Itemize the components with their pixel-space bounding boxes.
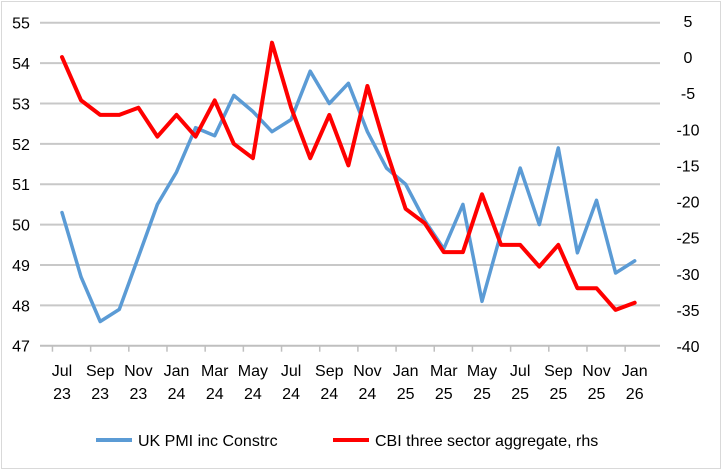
x-axis-month-label: Sep xyxy=(86,363,115,380)
right-axis-tick-label: -30 xyxy=(676,267,699,284)
x-axis-year-label: 25 xyxy=(549,386,567,403)
right-axis-tick-label: -20 xyxy=(676,195,699,212)
x-axis-month-label: Jan xyxy=(393,363,419,380)
x-axis-year-label: 24 xyxy=(359,386,377,403)
left-axis-tick-label: 55 xyxy=(12,16,30,33)
x-axis-year-label: 25 xyxy=(435,386,453,403)
x-axis-month-label: Jul xyxy=(281,363,301,380)
x-axis-year-label: 24 xyxy=(168,386,186,403)
x-axis-month-label: May xyxy=(238,363,268,380)
x-axis-month-label: Mar xyxy=(430,363,458,380)
x-axis-year-label: 24 xyxy=(320,386,338,403)
x-axis-year-label: 25 xyxy=(511,386,529,403)
x-axis-month-label: Jan xyxy=(164,363,190,380)
x-axis-year-label: 25 xyxy=(473,386,491,403)
legend-label: UK PMI inc Constrc xyxy=(138,433,278,450)
pmi-series-line xyxy=(60,69,637,324)
right-axis-tick-label: -40 xyxy=(676,339,699,356)
x-axis-year-label: 25 xyxy=(588,386,606,403)
left-axis-tick-label: 48 xyxy=(12,298,30,315)
x-axis-month-label: Jul xyxy=(510,363,530,380)
left-axis-labels: 55 54 53 52 51 50 49 48 47 xyxy=(12,16,30,356)
right-axis-tick-label: 0 xyxy=(684,50,693,67)
cbi-series-line xyxy=(60,40,637,312)
right-axis-tick-label: -10 xyxy=(676,122,699,139)
gridlines xyxy=(40,21,660,347)
x-axis-month-label: Sep xyxy=(315,363,344,380)
left-axis-tick-label: 53 xyxy=(12,96,30,113)
right-axis-tick-label: -15 xyxy=(676,158,699,175)
x-axis-year-label: 23 xyxy=(53,386,71,403)
left-axis-tick-label: 49 xyxy=(12,258,30,275)
x-axis-year-label: 23 xyxy=(129,386,147,403)
left-axis-tick-label: 47 xyxy=(12,339,30,356)
left-axis-tick-label: 54 xyxy=(12,56,30,73)
x-axis: Jul 23 Sep 23 Nov 23 Jan 24 Mar 24 May 24 Jul 24 Sep 24… xyxy=(51,345,648,403)
x-axis-year-label: 26 xyxy=(626,386,644,403)
right-axis-tick-label: -25 xyxy=(676,231,699,248)
x-axis-year-label: 23 xyxy=(91,386,109,403)
x-axis-month-label: Sep xyxy=(544,363,573,380)
x-axis-year-label: 25 xyxy=(397,386,415,403)
legend: UK PMI inc Constrc CBI three sector aggre… xyxy=(96,433,598,450)
x-axis-month-label: May xyxy=(467,363,497,380)
right-axis-labels: 5 0 -5 -10 -15 -20 -25 -30 -35 -40 xyxy=(676,14,699,356)
right-axis-tick-label: -35 xyxy=(676,303,699,320)
x-axis-month-label: Nov xyxy=(353,363,381,380)
x-axis-month-label: Mar xyxy=(201,363,229,380)
left-axis-tick-label: 51 xyxy=(12,177,30,194)
x-axis-year-label: 24 xyxy=(244,386,262,403)
right-axis-tick-label: -5 xyxy=(681,86,695,103)
x-axis-month-label: Nov xyxy=(582,363,610,380)
legend-label: CBI three sector aggregate, rhs xyxy=(375,433,598,450)
series-lines xyxy=(60,40,637,324)
right-axis-tick-label: 5 xyxy=(684,14,693,31)
x-axis-month-label: Jan xyxy=(622,363,648,380)
x-axis-year-label: 24 xyxy=(206,386,224,403)
left-axis-tick-label: 50 xyxy=(12,218,30,235)
left-axis-tick-label: 52 xyxy=(12,137,30,154)
x-axis-year-label: 24 xyxy=(282,386,300,403)
x-axis-month-label: Jul xyxy=(52,363,72,380)
x-axis-month-label: Nov xyxy=(124,363,152,380)
